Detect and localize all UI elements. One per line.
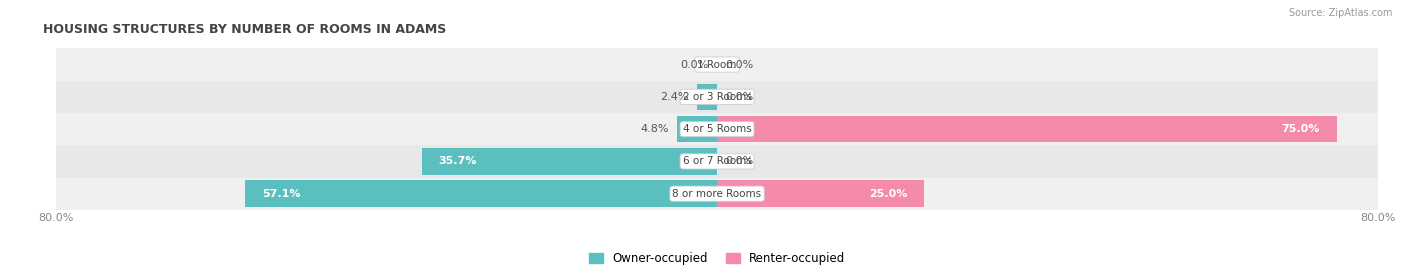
Bar xyxy=(678,116,717,142)
Text: 0.0%: 0.0% xyxy=(725,156,754,167)
Bar xyxy=(717,116,1337,142)
Bar xyxy=(56,178,1378,210)
Bar xyxy=(56,145,1378,178)
Bar xyxy=(56,113,1378,145)
Text: 6 or 7 Rooms: 6 or 7 Rooms xyxy=(683,156,751,167)
Text: 2.4%: 2.4% xyxy=(661,92,689,102)
Bar xyxy=(697,84,717,110)
Text: 75.0%: 75.0% xyxy=(1282,124,1320,134)
Bar xyxy=(717,180,924,207)
Text: 25.0%: 25.0% xyxy=(869,189,907,199)
Text: 0.0%: 0.0% xyxy=(681,59,709,70)
Bar xyxy=(422,148,717,175)
Bar xyxy=(56,81,1378,113)
Bar xyxy=(56,48,1378,81)
Text: 4 or 5 Rooms: 4 or 5 Rooms xyxy=(683,124,751,134)
Text: 35.7%: 35.7% xyxy=(439,156,477,167)
Text: 57.1%: 57.1% xyxy=(262,189,301,199)
Text: 0.0%: 0.0% xyxy=(725,92,754,102)
Text: 4.8%: 4.8% xyxy=(641,124,669,134)
Text: 2 or 3 Rooms: 2 or 3 Rooms xyxy=(683,92,751,102)
Legend: Owner-occupied, Renter-occupied: Owner-occupied, Renter-occupied xyxy=(589,252,845,265)
Bar xyxy=(246,180,717,207)
Text: HOUSING STRUCTURES BY NUMBER OF ROOMS IN ADAMS: HOUSING STRUCTURES BY NUMBER OF ROOMS IN… xyxy=(44,23,446,36)
Text: Source: ZipAtlas.com: Source: ZipAtlas.com xyxy=(1288,8,1392,18)
Text: 8 or more Rooms: 8 or more Rooms xyxy=(672,189,762,199)
Text: 1 Room: 1 Room xyxy=(697,59,737,70)
Text: 0.0%: 0.0% xyxy=(725,59,754,70)
